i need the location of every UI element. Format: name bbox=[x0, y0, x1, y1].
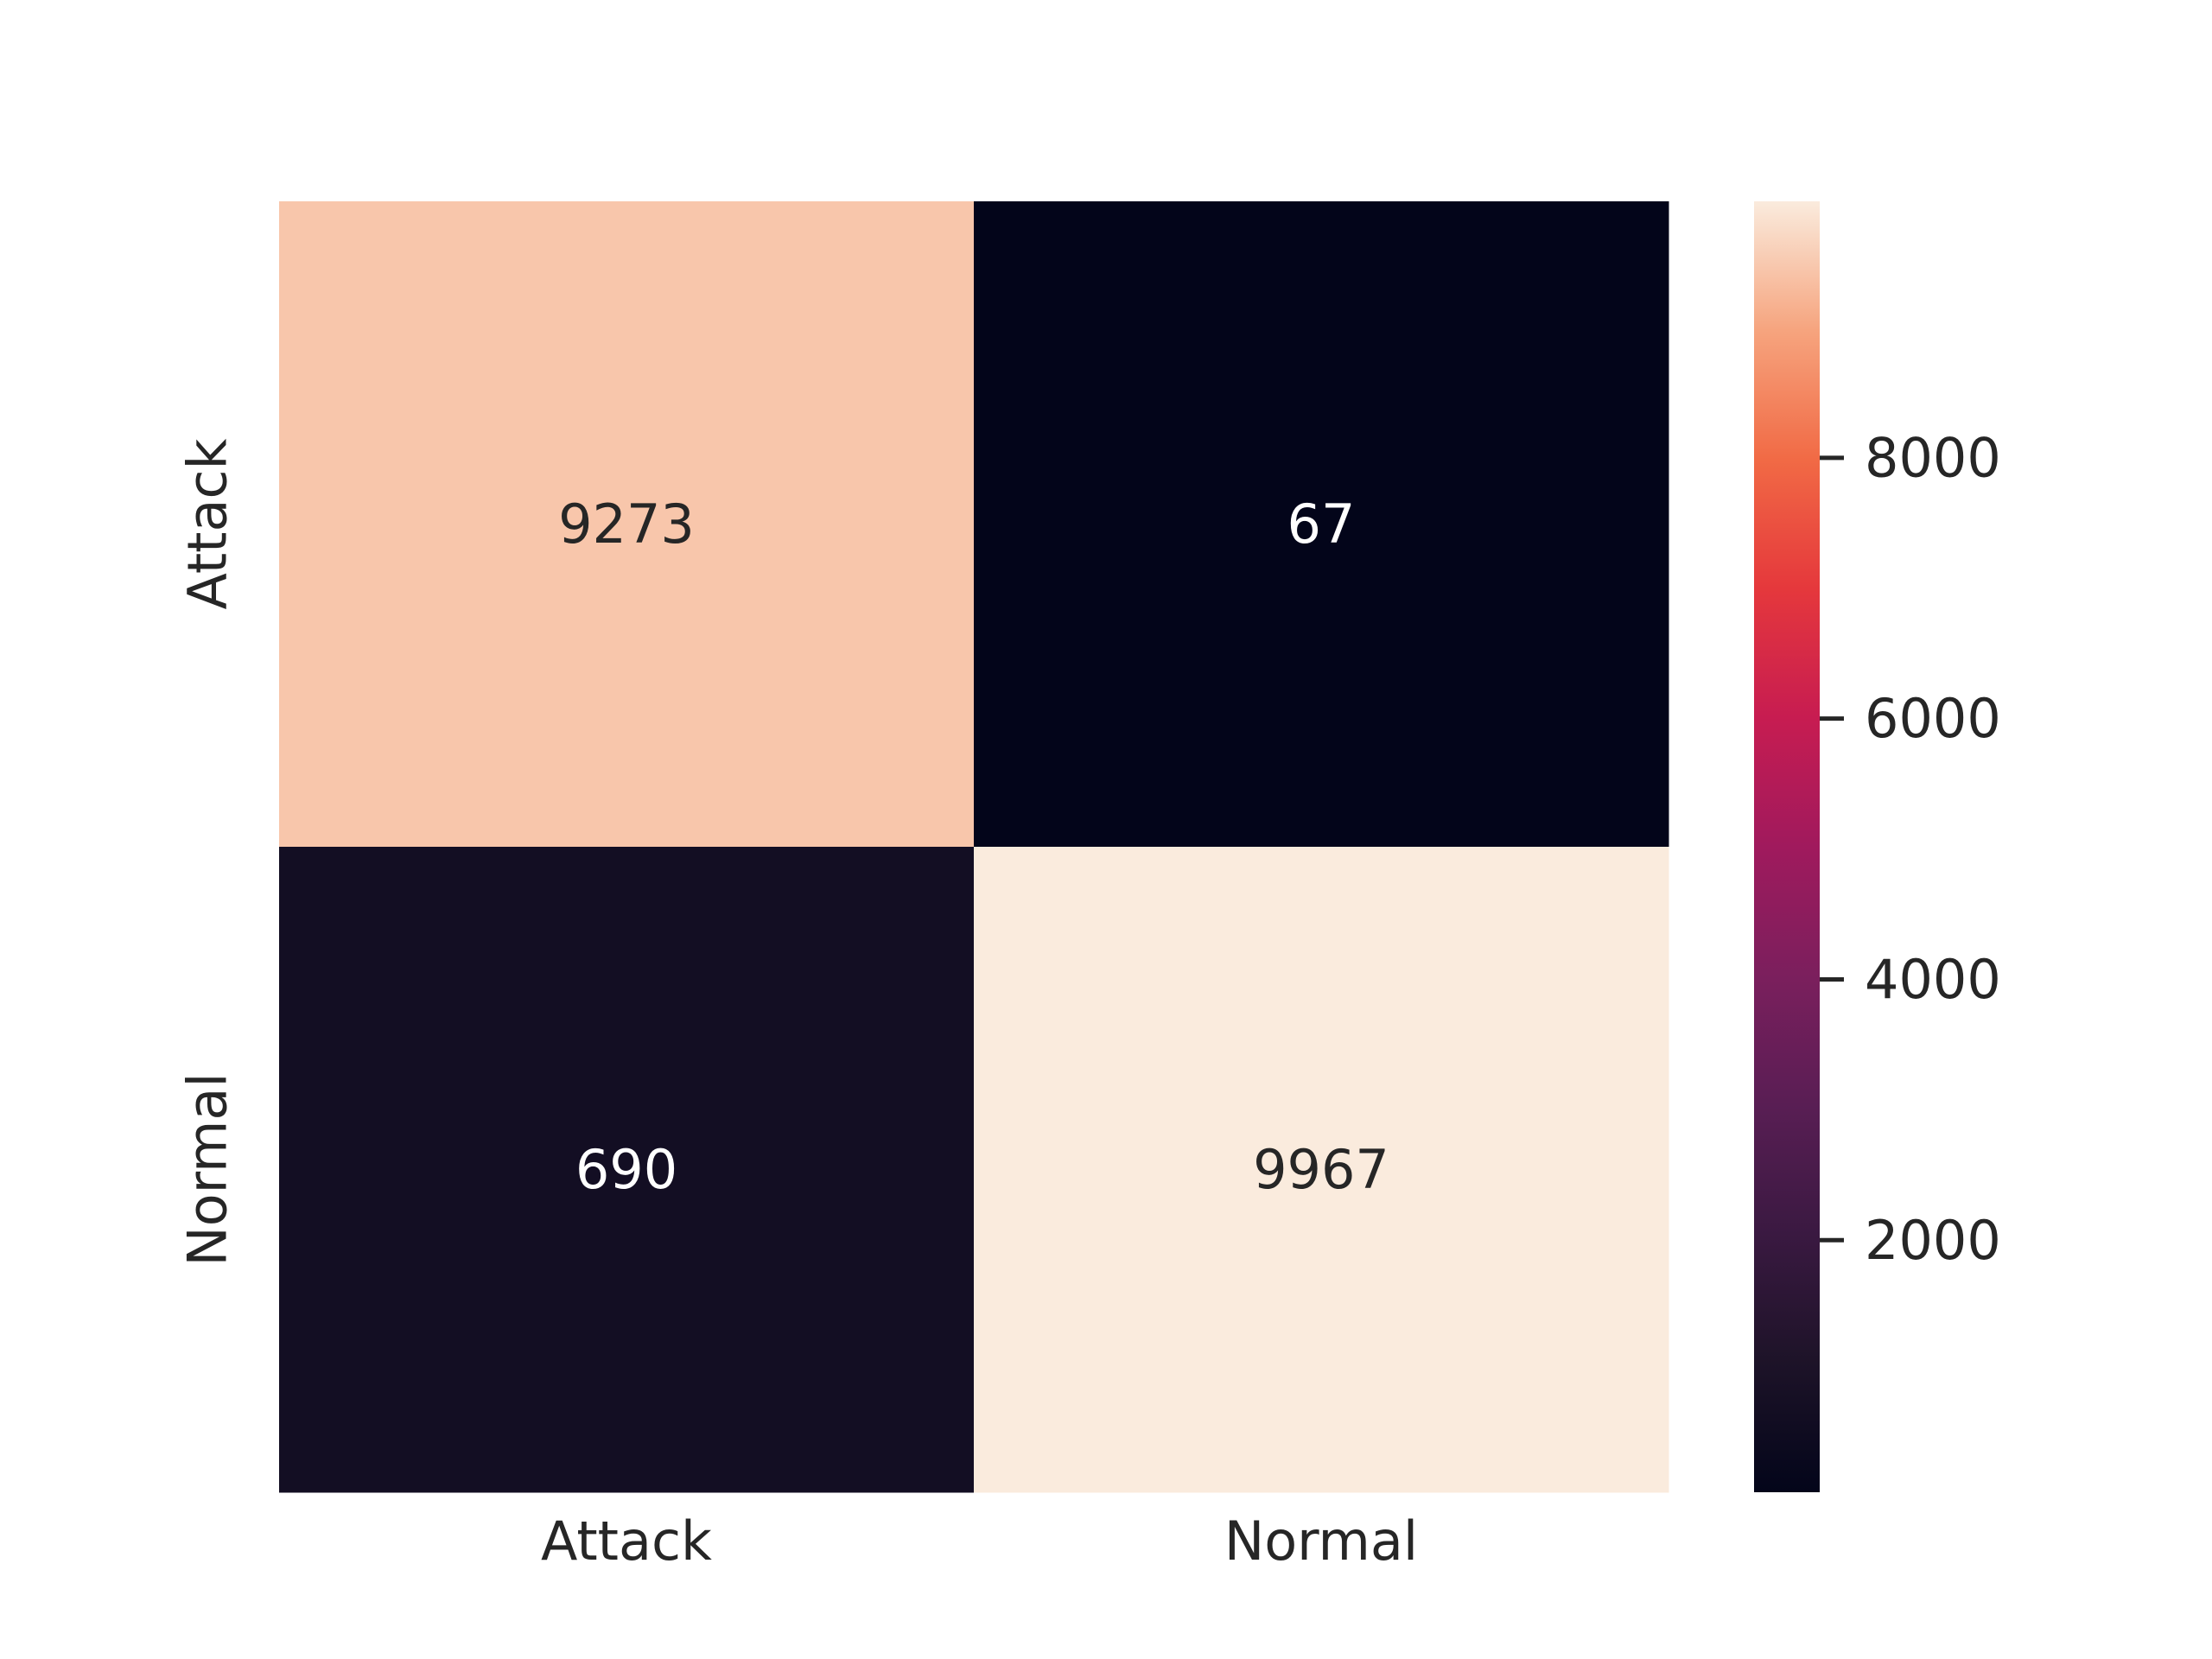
x-tick-label-1: Normal bbox=[1224, 1510, 1418, 1573]
colorbar-tick-label-2: 6000 bbox=[1865, 687, 2001, 750]
y-axis-tick-labels: Attack Normal bbox=[176, 438, 239, 1266]
x-axis-tick-labels: Attack Normal bbox=[541, 1510, 1418, 1573]
y-tick-label-0: Attack bbox=[176, 438, 239, 609]
heatmap-cell-0-1 bbox=[974, 201, 1669, 848]
heatmap-cell-0-0 bbox=[279, 201, 975, 848]
heatmap-cell-1-0 bbox=[279, 847, 975, 1493]
heatmap-cells bbox=[279, 201, 1669, 1493]
y-tick-label-1: Normal bbox=[176, 1072, 239, 1266]
heatmap-cell-1-1 bbox=[974, 847, 1669, 1493]
colorbar-tick-label-3: 8000 bbox=[1865, 426, 2001, 489]
colorbar-tick-label-1: 4000 bbox=[1865, 948, 2001, 1011]
heatmap-cell-label-1-0: 690 bbox=[575, 1138, 677, 1201]
colorbar-ticks: 2000 4000 6000 8000 bbox=[1820, 426, 2001, 1272]
heatmap-cell-label-0-1: 67 bbox=[1287, 493, 1356, 556]
x-tick-label-0: Attack bbox=[541, 1510, 712, 1573]
heatmap-cell-labels: 9273 67 690 9967 bbox=[558, 493, 1389, 1201]
heatmap-cell-label-0-0: 9273 bbox=[558, 493, 695, 556]
colorbar-tick-label-0: 2000 bbox=[1865, 1209, 2001, 1272]
colorbar bbox=[1754, 201, 1820, 1492]
heatmap-cell-label-1-1: 9967 bbox=[1253, 1138, 1389, 1201]
